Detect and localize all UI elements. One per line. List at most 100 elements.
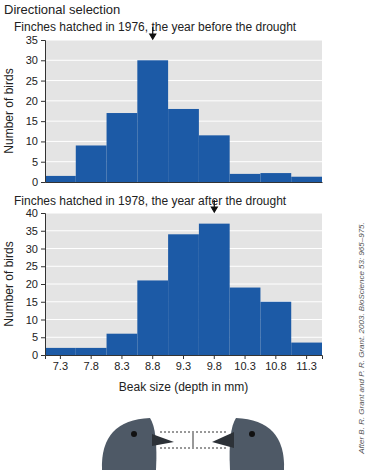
y-tick-label: 40 [26, 207, 38, 219]
bar [76, 145, 107, 182]
finch-body [102, 418, 156, 470]
y-tick: 35 [26, 34, 45, 46]
y-tick: 30 [26, 54, 45, 66]
y-tick-mark [41, 60, 45, 61]
x-axis-line [46, 356, 323, 360]
bar [45, 176, 76, 182]
y-tick-mark [41, 213, 45, 214]
finch-illustration [102, 418, 284, 470]
y-tick-label: 10 [26, 314, 38, 326]
x-tick-mark [60, 355, 61, 359]
x-tick-mark [275, 355, 276, 359]
y-tick-mark [41, 320, 45, 321]
canvas: Directional selectionFinches hatched in … [0, 0, 373, 475]
x-tick-mark [214, 355, 215, 359]
x-tick: 11.3 [296, 355, 317, 372]
beak-guide [160, 432, 226, 433]
bar [168, 234, 199, 355]
y-tick: 10 [26, 314, 45, 326]
y-tick: 10 [26, 135, 45, 147]
y-tick-label: 10 [26, 135, 38, 147]
finch-head [212, 418, 284, 470]
y-tick-label: 5 [32, 156, 38, 168]
y-axis-title: Number of birds [2, 241, 16, 326]
y-tick-mark [41, 302, 45, 303]
grid-line [45, 60, 322, 61]
y-tick-label: 15 [26, 296, 38, 308]
x-tick-label: 9.8 [207, 360, 222, 372]
bar [137, 60, 168, 182]
x-tick-mark [183, 355, 184, 359]
y-axis-line [41, 214, 46, 356]
grid-line [45, 230, 322, 231]
x-tick: 9.8 [207, 355, 222, 372]
bar [107, 113, 138, 182]
source-note: After B. R. Grant and P. R. Grant. 2003.… [357, 222, 366, 455]
y-tick-label: 35 [26, 225, 38, 237]
bars [45, 224, 322, 355]
y-tick-label: 0 [32, 176, 38, 188]
bar [168, 109, 199, 182]
bar [76, 348, 107, 355]
grid-line [45, 213, 322, 214]
x-tick-mark [121, 355, 122, 359]
finch-beak [152, 434, 174, 446]
y-tick-label: 30 [26, 243, 38, 255]
y-tick: 5 [32, 156, 45, 168]
beak-guide [160, 448, 226, 449]
x-tick-label: 8.3 [114, 360, 129, 372]
y-tick-label: 30 [26, 54, 38, 66]
x-axis [46, 182, 323, 184]
bars [45, 60, 322, 182]
finch-head [102, 418, 174, 470]
grid-line [45, 100, 322, 101]
mean-arrow [150, 27, 156, 39]
x-tick: 9.3 [176, 355, 191, 372]
y-tick: 0 [32, 176, 45, 188]
subtitle: Finches hatched in 1976, the year before… [14, 20, 297, 34]
bar [230, 174, 261, 182]
finch-body [230, 418, 284, 470]
y-tick: 25 [26, 260, 45, 272]
y-tick: 25 [26, 75, 45, 87]
y-tick-mark [41, 355, 45, 356]
x-tick-label: 7.3 [53, 360, 68, 372]
y-tick-mark [41, 337, 45, 338]
plot-background [45, 40, 322, 182]
y-tick-mark [41, 40, 45, 41]
finch-eye [131, 431, 137, 437]
y-tick-label: 15 [26, 115, 38, 127]
y-tick-mark [41, 121, 45, 122]
y-axis: 05101520253035 [26, 34, 46, 188]
finch-beak [212, 432, 234, 448]
x-tick-label: 10.3 [234, 360, 255, 372]
bar [137, 280, 168, 355]
y-tick: 0 [32, 349, 45, 361]
y-tick-label: 5 [32, 331, 38, 343]
plot-background [45, 213, 322, 355]
chart-1: Finches hatched in 1978, the year after … [2, 194, 366, 455]
y-tick-mark [41, 266, 45, 267]
mean-arrow [211, 200, 217, 212]
x-axis-line [46, 182, 323, 183]
x-tick-mark [91, 355, 92, 359]
bar [260, 302, 291, 355]
y-tick: 5 [32, 331, 45, 343]
x-axis-title: Beak size (depth in mm) [119, 380, 248, 394]
x-tick-mark [245, 355, 246, 359]
grid-line [45, 40, 322, 41]
y-tick-label: 25 [26, 260, 38, 272]
x-tick: 8.3 [114, 355, 129, 372]
chart-0: Directional selectionFinches hatched in … [2, 2, 323, 188]
y-tick: 15 [26, 115, 45, 127]
y-tick: 30 [26, 243, 45, 255]
y-tick-label: 0 [32, 349, 38, 361]
bar [199, 135, 230, 182]
finch-eye [249, 431, 255, 437]
bar [260, 173, 291, 182]
y-tick-mark [41, 182, 45, 183]
y-tick-label: 25 [26, 75, 38, 87]
y-tick-label: 20 [26, 278, 38, 290]
bar [291, 177, 322, 182]
y-tick-mark [41, 81, 45, 82]
